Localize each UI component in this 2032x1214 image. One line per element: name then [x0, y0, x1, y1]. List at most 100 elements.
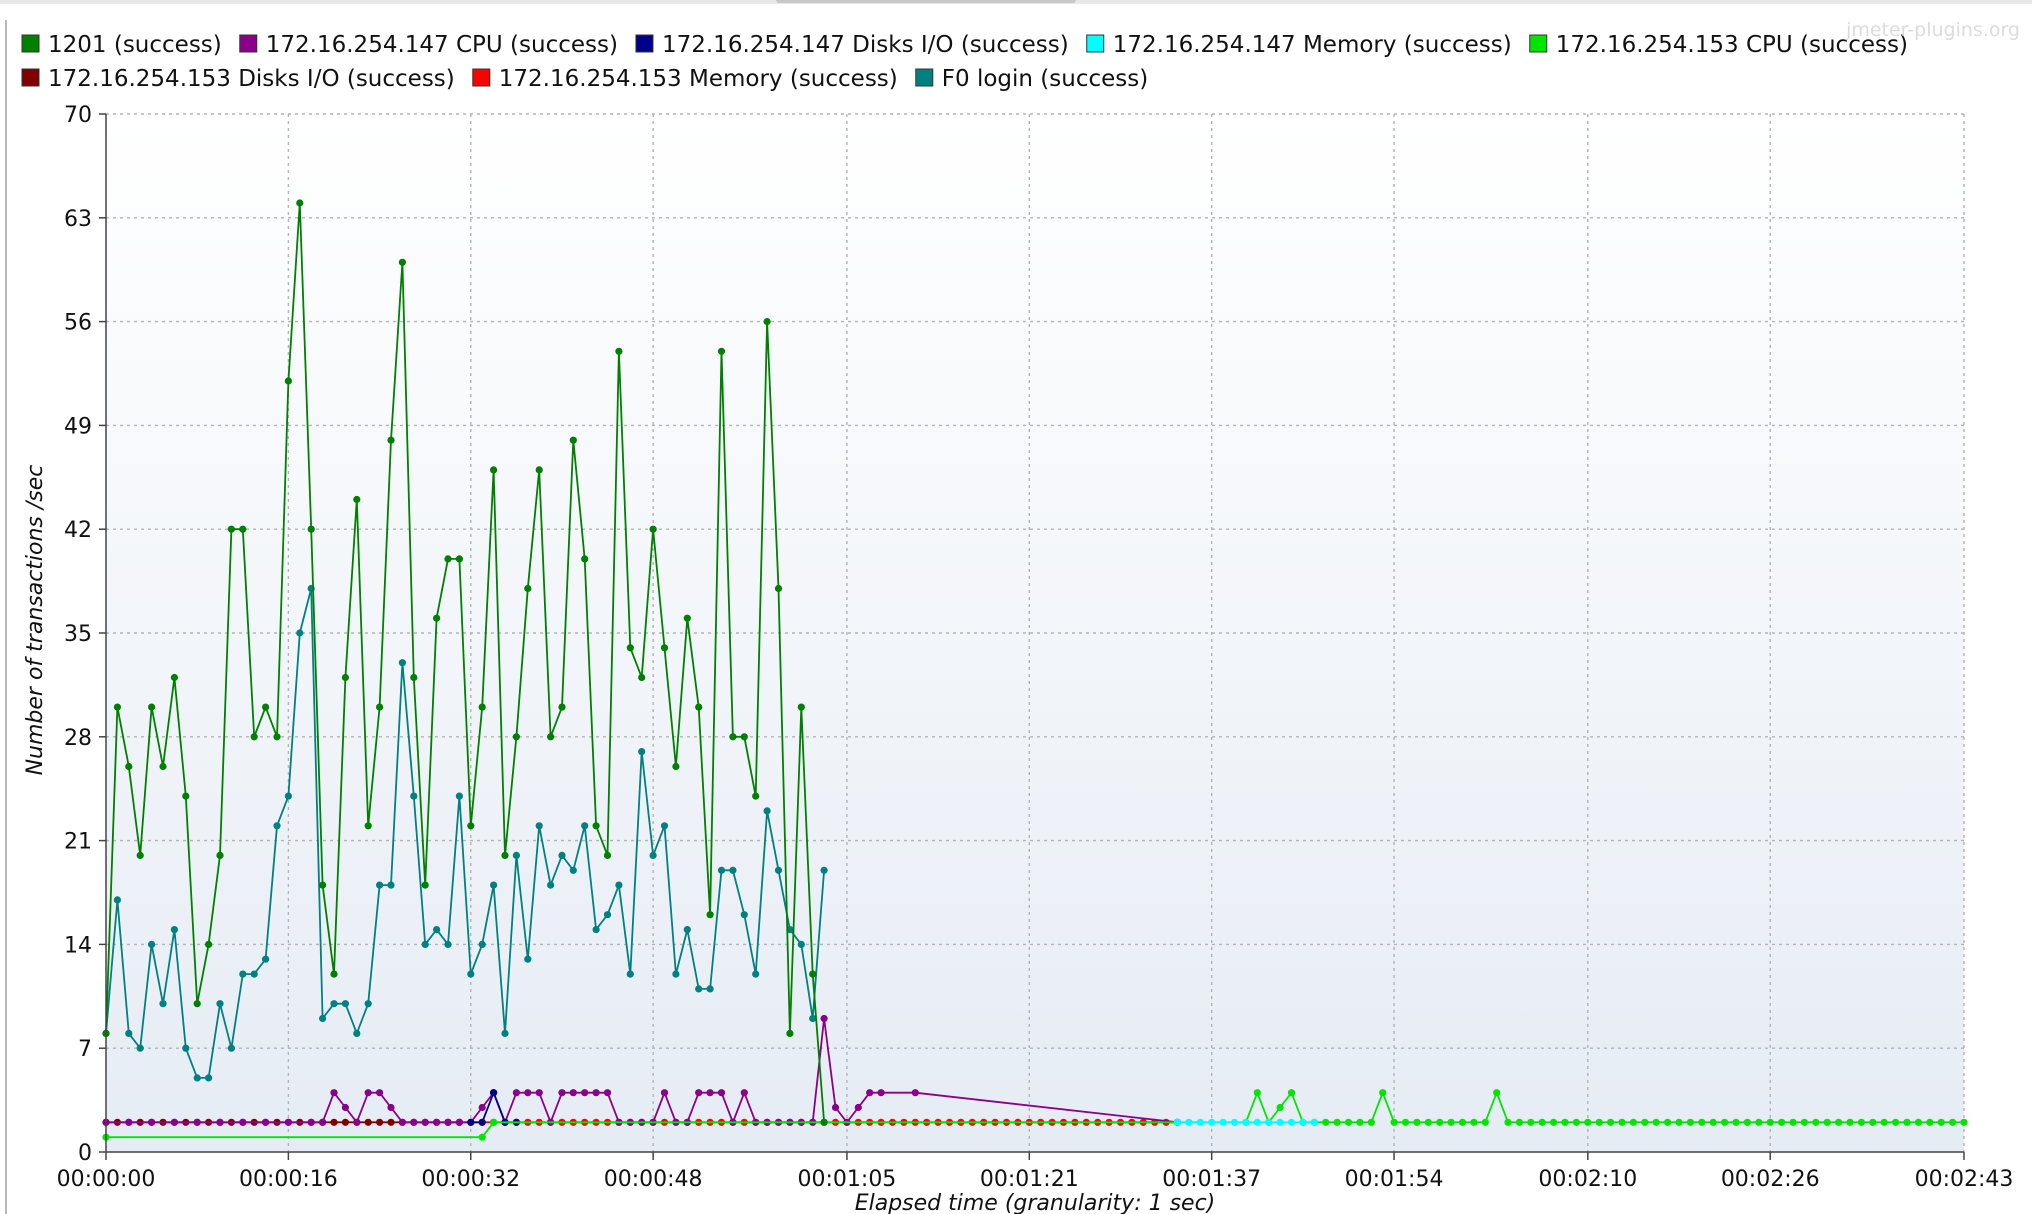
data-point: [1367, 1118, 1375, 1126]
data-point: [1276, 1118, 1284, 1126]
data-point: [672, 762, 680, 771]
data-point: [193, 1118, 201, 1126]
data-point: [341, 1103, 349, 1112]
legend: 1201 (success) 172.16.254.147 CPU (succes…: [21, 32, 1908, 92]
data-point: [592, 926, 600, 934]
data-point: [353, 1118, 361, 1126]
data-point: [1242, 1118, 1250, 1126]
data-point: [1322, 1118, 1330, 1126]
data-point: [1504, 1118, 1512, 1126]
window-tab[interactable]: [776, 0, 1076, 3]
data-point: [455, 555, 463, 563]
data-point: [1869, 1118, 1877, 1126]
data-point: [1561, 1118, 1569, 1126]
data-point: [695, 1089, 703, 1097]
y-tick-label: 28: [64, 726, 92, 751]
data-point: [1698, 1118, 1706, 1126]
data-point: [296, 199, 304, 207]
data-point: [695, 985, 703, 993]
data-point: [1344, 1118, 1353, 1126]
data-point: [398, 1118, 406, 1126]
data-point: [148, 940, 156, 949]
legend-label: 172.16.254.153 Disks I/O (success): [48, 66, 455, 92]
x-tick-label: 00:02:43: [1915, 1167, 2014, 1192]
data-point: [284, 377, 292, 385]
data-point: [581, 555, 589, 563]
data-point: [695, 703, 703, 711]
data-point: [752, 792, 760, 800]
data-point: [148, 1118, 156, 1126]
data-point: [501, 851, 509, 860]
data-point: [467, 970, 475, 978]
data-point: [866, 1089, 874, 1097]
data-point: [1447, 1118, 1455, 1126]
data-point: [1766, 1118, 1774, 1126]
data-point: [1937, 1118, 1945, 1126]
y-tick-label: 63: [64, 207, 92, 232]
data-point: [638, 748, 646, 756]
data-point: [307, 1118, 315, 1126]
data-point: [444, 1118, 452, 1126]
y-tick-label: 14: [64, 933, 92, 958]
data-point: [113, 896, 121, 904]
watermark: jmeter-plugins.org: [1845, 19, 2020, 41]
data-point: [421, 881, 429, 889]
data-point: [1401, 1118, 1410, 1126]
data-point: [1641, 1118, 1649, 1126]
y-tick-label: 21: [64, 830, 92, 855]
data-point: [615, 347, 623, 355]
data-point: [535, 822, 543, 830]
data-point: [809, 1014, 817, 1023]
data-point: [410, 673, 418, 682]
data-point: [524, 955, 532, 963]
data-point: [273, 822, 281, 830]
data-point: [1253, 1089, 1261, 1097]
data-point: [911, 1089, 919, 1097]
data-point: [1914, 1118, 1922, 1126]
legend-label: 172.16.254.147 Disks I/O (success): [662, 32, 1069, 58]
data-point: [273, 733, 281, 741]
data-point: [433, 1118, 441, 1126]
data-point: [1572, 1118, 1580, 1126]
data-point: [820, 1014, 828, 1023]
data-point: [1846, 1118, 1854, 1126]
data-point: [1880, 1118, 1888, 1126]
data-point: [1287, 1089, 1296, 1097]
data-point: [558, 703, 566, 711]
data-point: [1755, 1118, 1763, 1126]
data-point: [410, 1118, 418, 1126]
data-point: [444, 940, 452, 949]
data-point: [512, 851, 521, 860]
data-point: [877, 1089, 885, 1097]
data-point: [763, 318, 771, 326]
data-point: [1333, 1118, 1341, 1126]
data-point: [398, 258, 406, 266]
data-point: [1253, 1118, 1261, 1126]
x-tick-label: 00:00:00: [57, 1167, 156, 1192]
data-point: [1835, 1118, 1843, 1126]
data-point: [421, 1118, 429, 1126]
data-point: [239, 1118, 247, 1126]
y-tick-label: 7: [78, 1037, 92, 1062]
y-tick-label: 70: [64, 103, 92, 128]
data-point: [786, 1029, 794, 1037]
legend-swatch: [915, 68, 934, 87]
grid: [106, 113, 1965, 1152]
data-point: [478, 703, 486, 711]
data-point: [558, 851, 566, 860]
data-point: [1287, 1118, 1296, 1126]
data-point: [603, 911, 612, 919]
data-point: [729, 866, 737, 874]
data-point: [182, 792, 190, 800]
y-tick-label: 0: [78, 1141, 92, 1166]
data-point: [854, 1103, 862, 1112]
data-point: [1949, 1118, 1957, 1126]
data-point: [136, 851, 144, 860]
data-point: [1652, 1118, 1660, 1126]
data-point: [136, 1044, 144, 1052]
data-point: [170, 673, 178, 682]
data-point: [1618, 1118, 1626, 1126]
x-tick-label: 00:00:32: [421, 1167, 520, 1192]
data-point: [216, 851, 224, 860]
data-point: [615, 881, 623, 889]
